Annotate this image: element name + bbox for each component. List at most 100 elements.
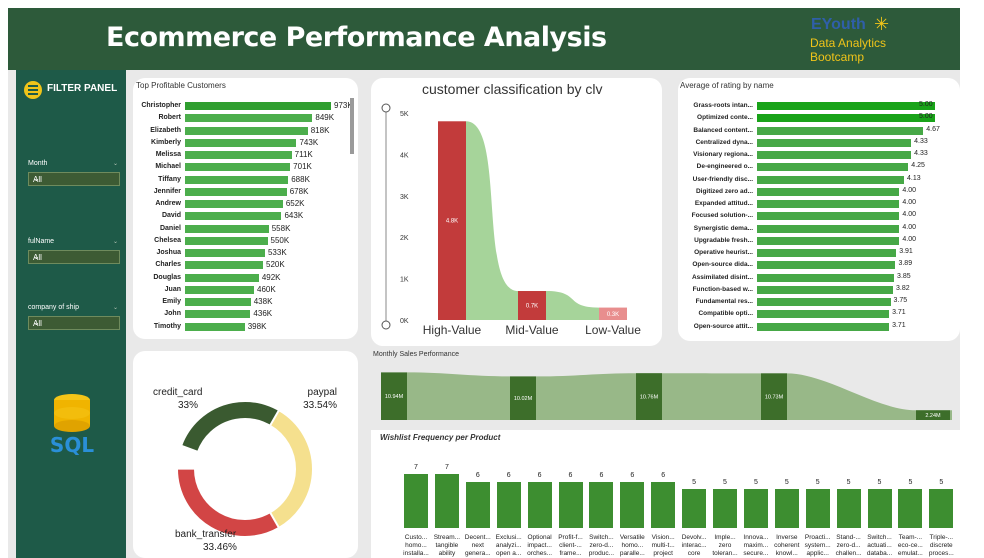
wishlist-label-line: Switch... — [589, 534, 614, 541]
rating-bar — [757, 138, 912, 147]
wishlist-value: 6 — [475, 471, 480, 479]
wishlist-label-line: Stream... — [433, 534, 461, 541]
wishlist-label-line: Versatile — [619, 534, 645, 541]
wishlist-column: 5 Stand-... zero-d... challen... — [834, 430, 867, 558]
wishlist-label-line: maxim... — [743, 542, 769, 549]
wishlist-column: 5 Devolv... interac... core — [682, 430, 712, 558]
customer-bar — [185, 273, 259, 282]
wishlist-label-line: genera... — [464, 550, 491, 557]
wishlist-value: 5 — [815, 479, 820, 487]
wishlist-label-line: Proacti... — [804, 534, 831, 541]
wishlist-label-line: homo... — [621, 542, 644, 549]
customer-bar — [185, 236, 268, 245]
top-customers-card: Top Profitable Customers Christopher 973K… — [133, 78, 358, 339]
month-select[interactable]: All ⌄ — [28, 172, 120, 186]
clv-chart: 0K 1K 2K 3K 4K 5K 4.8K High-Value 0.7K Mid-Value 0… — [381, 103, 641, 337]
rating-row: Open-source dida... 3.89 — [692, 259, 957, 271]
scrollbar[interactable] — [350, 98, 354, 154]
wishlist-label-line: actuati... — [867, 542, 892, 549]
wishlist-label-line: zero-d... — [836, 542, 861, 549]
customer-bar — [185, 114, 313, 123]
rating-value: 5.00 — [919, 101, 933, 108]
fulname-select-value: All — [33, 253, 42, 262]
monthly-sales-title: Monthly Sales Performance — [373, 351, 459, 358]
rating-name: Visionary regiona... — [693, 151, 753, 158]
customer-row: Emily 438K — [162, 296, 365, 308]
wishlist-product-label: Inverse coherent knowl... — [772, 534, 802, 558]
monthly-bar-label: 10.94M — [385, 394, 404, 400]
payment-donut-chart: credit_card 33% paypal 33.54% bank_transfer 3… — [153, 387, 337, 553]
wishlist-label-line: installa... — [403, 550, 429, 557]
fulname-select[interactable]: All ⌄ — [28, 250, 120, 264]
fulname-filter-label: fulName — [28, 238, 55, 245]
rating-value: 3.82 — [895, 284, 910, 292]
customer-row: Juan 460K — [165, 284, 365, 296]
rating-row: Synergistic dema... 4.00 — [694, 223, 957, 235]
wishlist-label-line: databa... — [866, 550, 893, 557]
company-of-ship-select[interactable]: All ⌄ — [28, 316, 120, 330]
monthly-bar-label: 2.24M — [925, 413, 941, 419]
customer-row: Daniel 558K — [160, 223, 365, 235]
customer-name: Andrew — [155, 200, 181, 207]
wishlist-label-line: Devolv... — [681, 534, 707, 541]
top-customers-title: Top Profitable Customers — [136, 81, 226, 90]
wishlist-column: 5 Proacti... system... applic... — [804, 430, 836, 558]
wishlist-bar — [836, 489, 861, 528]
wishlist-label-line: knowl... — [775, 550, 798, 557]
customer-value: 438K — [253, 297, 273, 306]
wishlist-label-line: analyzi... — [495, 542, 522, 549]
wishlist-label-line: eco-ce... — [897, 542, 923, 549]
wishlist-value: 6 — [506, 471, 511, 479]
customer-row: Douglas 492K — [153, 272, 365, 284]
logo-line-1: EYouth — [811, 16, 866, 33]
wishlist-label-line: next — [471, 542, 484, 549]
rating-value: 4.00 — [902, 223, 917, 231]
wishlist-bar — [929, 489, 954, 528]
wishlist-label-line: interac... — [681, 542, 707, 549]
monthly-bar-label: 10.76M — [640, 395, 659, 401]
clv-bar — [438, 121, 466, 320]
rating-value: 4.33 — [914, 137, 928, 145]
customer-bar — [185, 310, 251, 319]
rating-bar — [757, 187, 900, 196]
rating-name: Open-source attit... — [693, 322, 753, 330]
customer-row: Melissa 711K — [156, 149, 365, 161]
wishlist-label-line: client-... — [559, 542, 582, 549]
rating-value: 4.25 — [911, 162, 925, 170]
wishlist-value: 6 — [537, 471, 542, 479]
rating-row: Assimilated disint... 3.85 — [692, 272, 957, 284]
wishlist-column: 6 Vision... multi-t... project — [651, 430, 681, 558]
rating-bar — [757, 200, 900, 208]
monthly-sales-panel: Monthly Sales Performance 10.94M 10.02M 10… — [371, 348, 960, 428]
rating-value: 4.00 — [902, 211, 917, 219]
rating-bar — [757, 102, 935, 110]
customer-row: Timothy 398K — [154, 321, 365, 333]
wishlist-label-line: multi-t... — [651, 542, 675, 549]
wishlist-product-label: Stand-... zero-d... challen... — [834, 534, 864, 558]
clv-category: High-Value — [423, 323, 482, 337]
rating-row: Grass-roots intan... 5.00 — [693, 100, 957, 112]
wishlist-label-line: emulat... — [897, 550, 923, 557]
rating-row: Compatible opti... 3.71 — [698, 308, 957, 320]
rating-value: 3.89 — [898, 260, 913, 268]
customer-row: Michael 701K — [155, 161, 365, 173]
wishlist-label-line: Team-... — [898, 534, 923, 541]
wishlist-column: 6 Exclusi... analyzi... open a... — [495, 430, 527, 558]
wishlist-value: 7 — [444, 464, 449, 471]
rating-row: Open-source attit... 3.71 — [694, 321, 957, 333]
filter-panel-title: FILTER PANEL — [47, 83, 118, 94]
wishlist-label-line: impact... — [527, 542, 552, 549]
rating-name: Open-source dida... — [692, 261, 753, 269]
rating-bar — [757, 236, 900, 245]
rating-name: Balanced content... — [693, 126, 753, 134]
wishlist-column: 6 Profit-f... client-... frame... — [558, 430, 589, 558]
chevron-down-icon[interactable]: ⌄ — [112, 239, 118, 245]
logo-line-2: Data Analytics — [810, 36, 887, 50]
chevron-down-icon[interactable]: ⌄ — [112, 305, 118, 311]
rating-bar — [757, 114, 935, 123]
chevron-down-icon[interactable]: ⌄ — [112, 161, 118, 167]
company-of-ship-select-value: All — [33, 319, 42, 328]
wishlist-product-label: Switch... zero-d... produc... — [586, 534, 616, 558]
rating-row: Function-based w... 3.82 — [693, 284, 957, 296]
monthly-bar — [761, 373, 787, 420]
